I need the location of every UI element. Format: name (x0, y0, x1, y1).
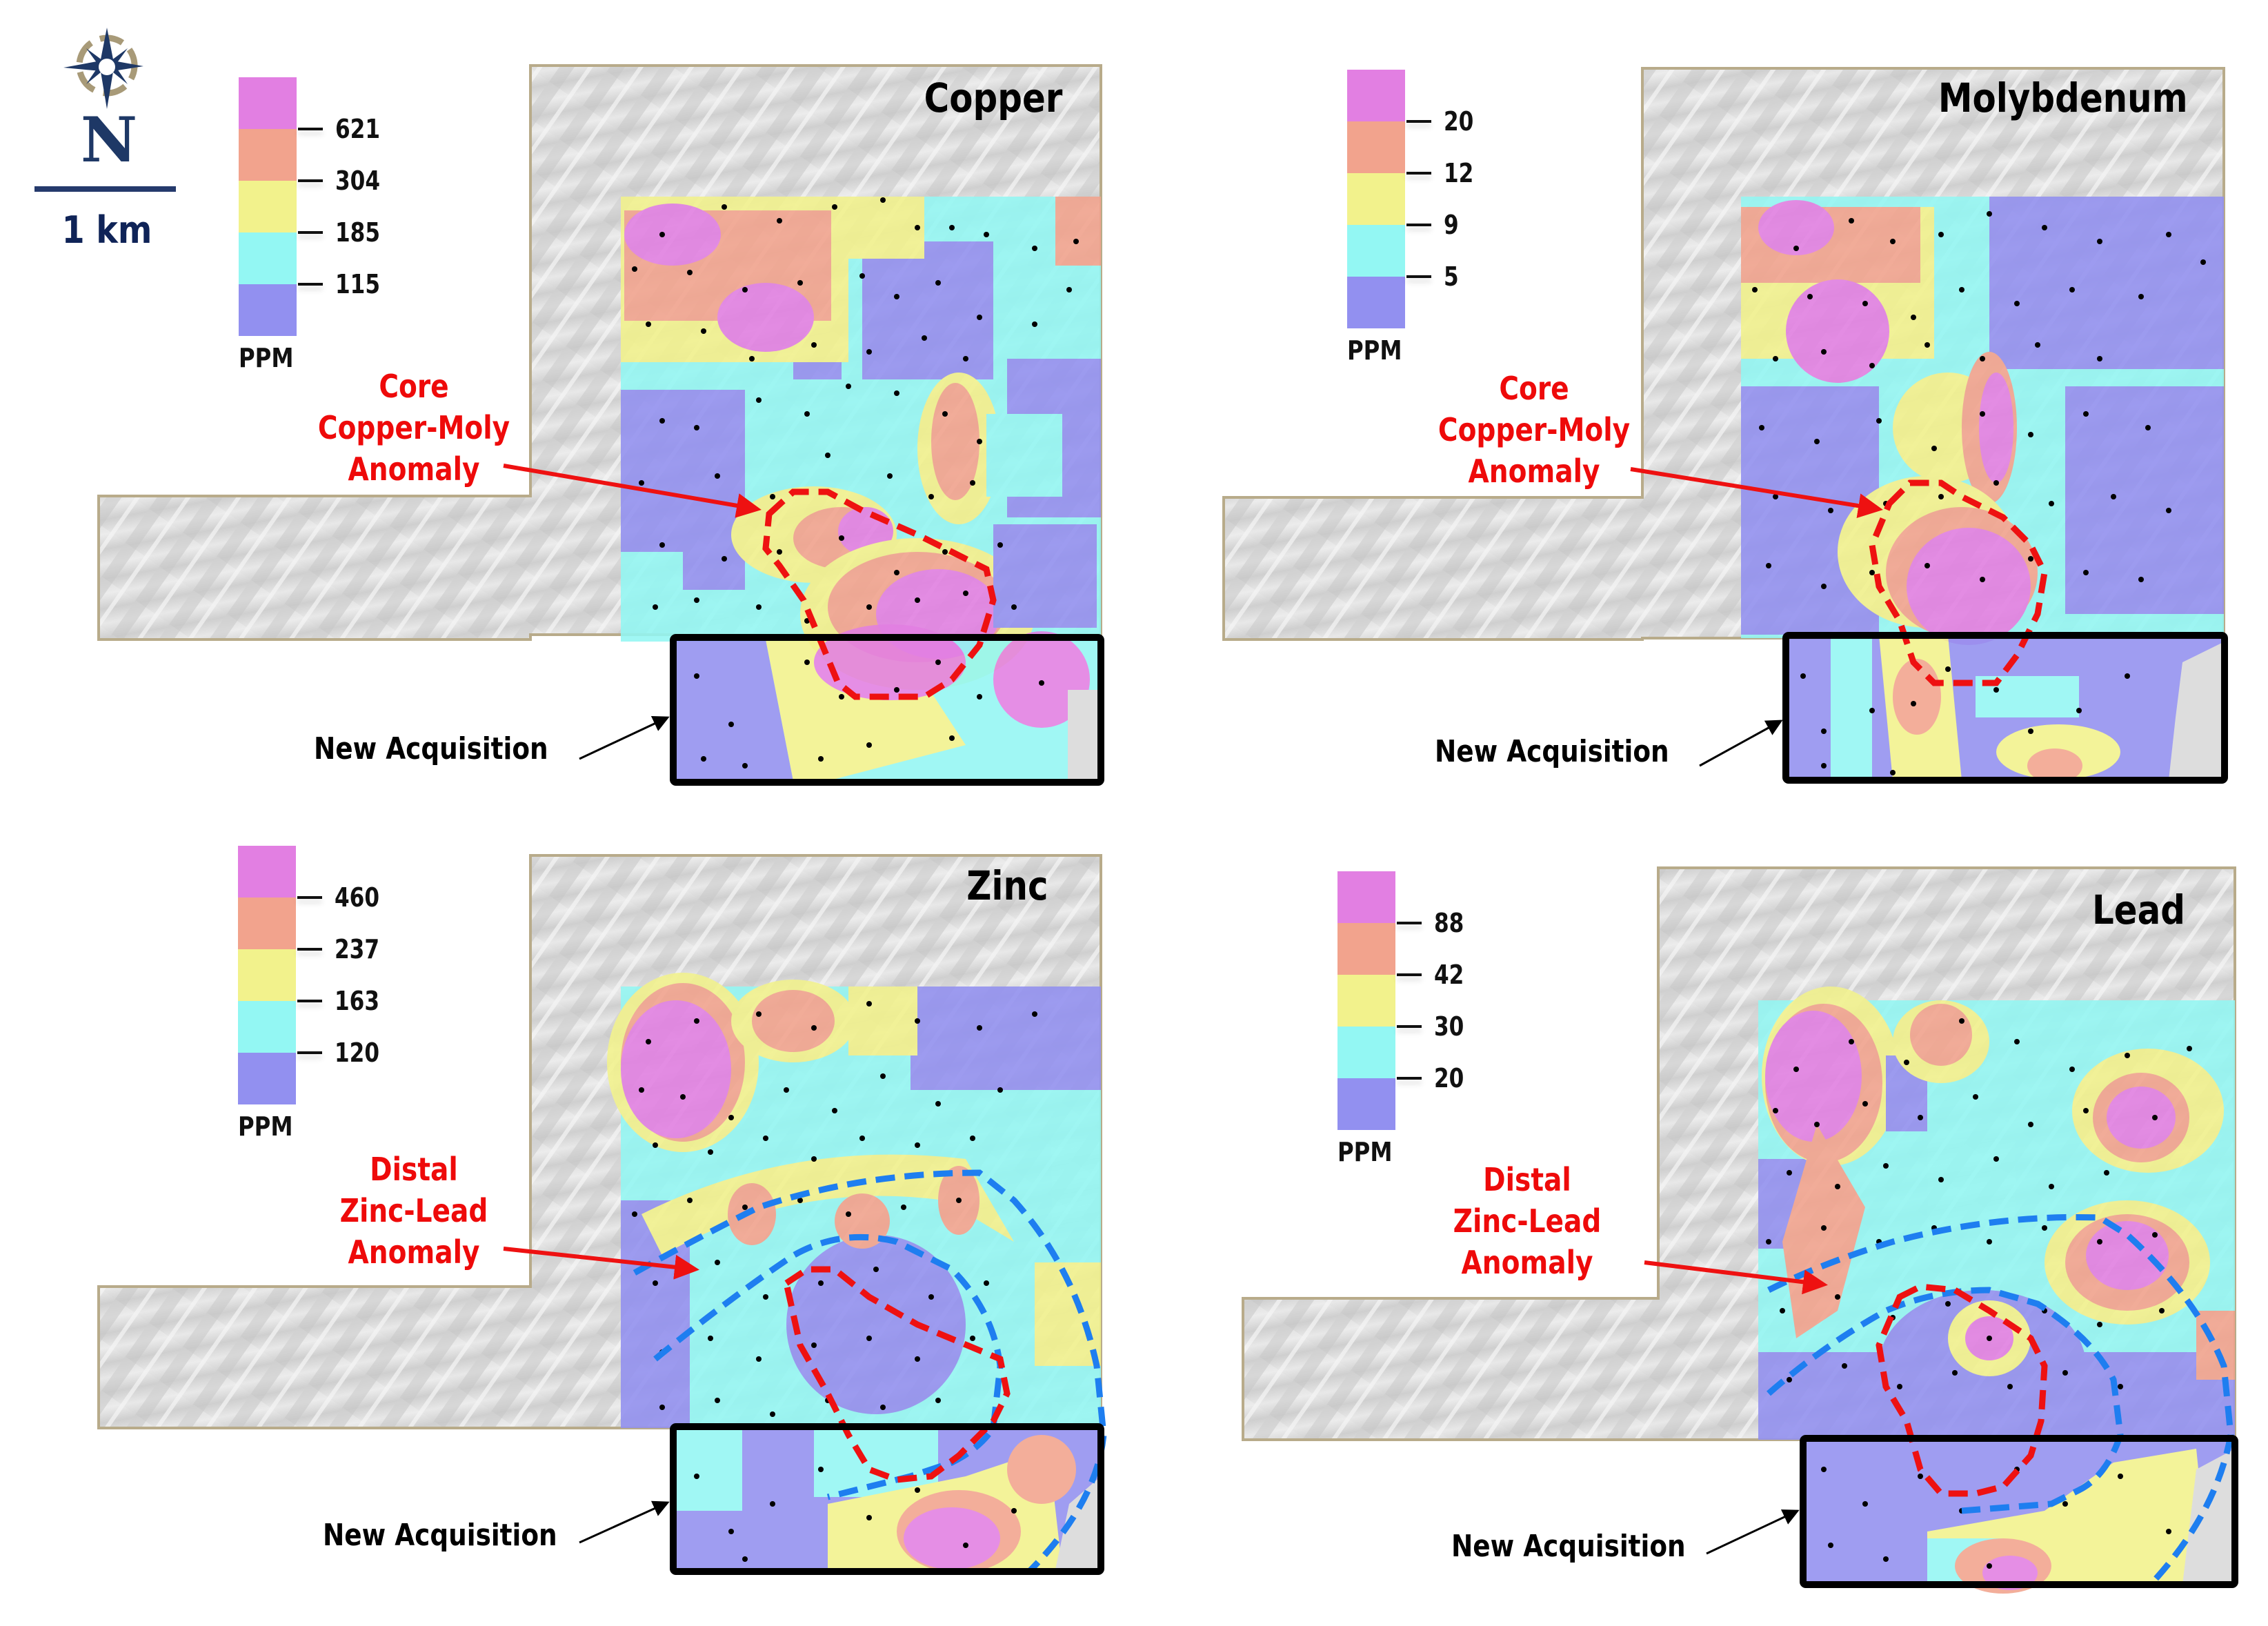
acquisition-box (670, 1423, 1104, 1575)
distal-anomaly-outline (1767, 1213, 2234, 1583)
legend-unit: PPM (239, 343, 294, 373)
acquisition-box (1800, 1435, 2238, 1588)
zinc-map (97, 854, 1107, 1576)
acquisition-label: New Acquisition (1435, 734, 1669, 769)
acquisition-box (670, 634, 1104, 786)
acquisition-box (1782, 632, 2228, 784)
legend-break-3: 185 (335, 217, 381, 248)
legend-unit: PPM (1347, 335, 1402, 366)
legend-break-2: 42 (1434, 960, 1464, 990)
panel-title: Copper (924, 75, 1062, 121)
legend-break-3: 163 (335, 986, 380, 1016)
anomaly-annotation: Core Copper-Moly Anomaly (1438, 370, 1631, 490)
core-anomaly-outline (762, 488, 997, 700)
sample-points (1766, 1018, 2192, 1569)
legend-break-1: 20 (1444, 106, 1474, 137)
sample-points (632, 1001, 1037, 1562)
panel-copper: Copper 621 304 185 115 PPM Core Copper-M… (0, 0, 1134, 814)
molybdenum-map (1222, 67, 2228, 784)
panel-title: Zinc (966, 862, 1048, 909)
legend-break-3: 9 (1444, 210, 1459, 240)
legend-break-1: 460 (335, 882, 380, 913)
legend-break-4: 120 (335, 1038, 380, 1068)
scale-label: 1 km (61, 208, 152, 252)
anomaly-annotation: Distal Zinc-Lead Anomaly (339, 1151, 488, 1271)
panel-zinc: Zinc 460 237 163 120 PPM Distal Zinc-Lea… (0, 814, 1134, 1626)
anomaly-annotation: Distal Zinc-Lead Anomaly (1453, 1161, 1602, 1281)
anomaly-annotation: Core Copper-Moly Anomaly (317, 368, 510, 488)
legend-break-4: 115 (335, 269, 381, 299)
legend-break-4: 20 (1434, 1063, 1464, 1093)
core-anomaly-outline (1876, 1283, 2048, 1497)
distal-anomaly-outline (633, 1169, 1107, 1576)
sample-points (1752, 211, 2206, 775)
legend-unit: PPM (238, 1111, 293, 1142)
sample-points (632, 197, 1079, 769)
panel-molybdenum: Molybdenum 20 12 9 5 PPM Core Copper-Mol… (1134, 0, 2268, 814)
north-arrow: N 1 km (28, 28, 186, 255)
legend-break-1: 621 (335, 114, 381, 144)
legend-break-2: 304 (335, 166, 381, 196)
north-letter: N (80, 103, 138, 177)
legend-break-1: 88 (1434, 908, 1464, 938)
compass-rose-icon (63, 28, 143, 109)
acquisition-label: New Acquisition (323, 1518, 557, 1553)
legend-unit: PPM (1337, 1137, 1393, 1167)
panel-title: Lead (2092, 886, 2185, 933)
legend-break-4: 5 (1444, 261, 1459, 292)
acquisition-label: New Acquisition (1451, 1529, 1686, 1564)
copper-map (97, 64, 1104, 786)
scale-bar (34, 186, 176, 192)
panel-lead: Lead 88 42 30 20 PPM Distal Zinc-Lead An… (1134, 814, 2268, 1626)
core-anomaly-outline (782, 1266, 1011, 1483)
lead-map (1242, 866, 2238, 1594)
legend-break-2: 237 (335, 934, 380, 964)
legend-break-3: 30 (1434, 1011, 1464, 1042)
legend-break-2: 12 (1444, 158, 1474, 188)
panel-title: Molybdenum (1938, 75, 2188, 121)
acquisition-label: New Acquisition (314, 731, 548, 766)
